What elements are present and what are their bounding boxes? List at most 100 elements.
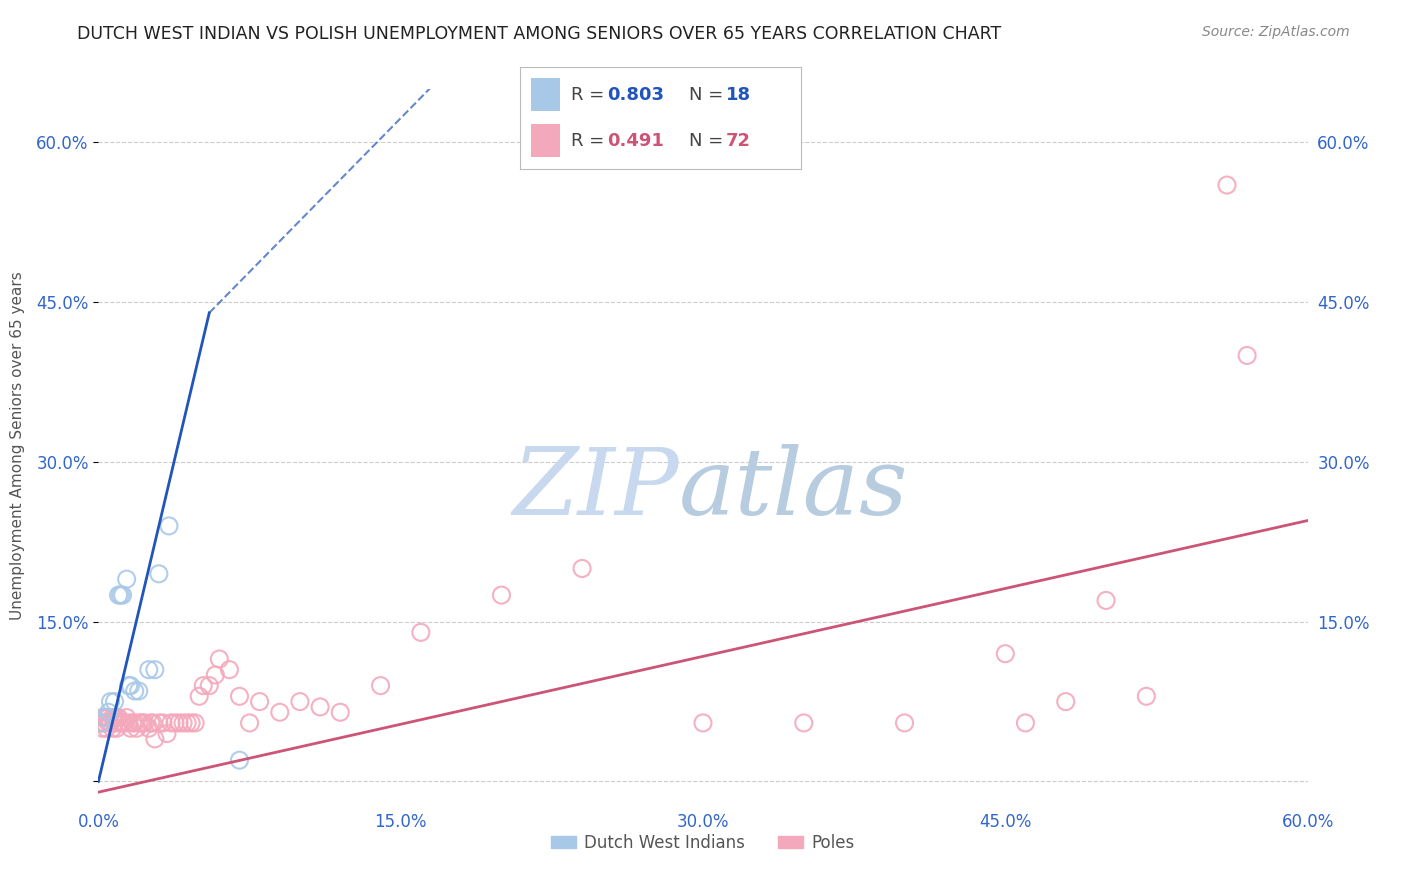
Point: [994, 647, 1017, 661]
Point: [129, 715, 152, 730]
Point: [110, 715, 132, 730]
Text: Source: ZipAtlas.com: Source: ZipAtlas.com: [1202, 25, 1350, 39]
Point: [143, 663, 166, 677]
Point: [120, 679, 142, 693]
Text: DUTCH WEST INDIAN VS POLISH UNEMPLOYMENT AMONG SENIORS OVER 65 YEARS CORRELATION: DUTCH WEST INDIAN VS POLISH UNEMPLOYMENT…: [77, 25, 1001, 43]
Point: [125, 721, 148, 735]
Point: [1095, 593, 1118, 607]
Point: [97, 715, 120, 730]
Point: [193, 679, 215, 693]
Point: [692, 715, 714, 730]
Point: [218, 663, 240, 677]
Point: [249, 695, 271, 709]
Point: [103, 710, 125, 724]
Point: [105, 710, 128, 724]
Bar: [531, 78, 560, 111]
Point: [228, 690, 250, 704]
Point: [103, 715, 125, 730]
Point: [91, 721, 114, 735]
Point: [409, 625, 432, 640]
Point: [105, 721, 128, 735]
Point: [204, 668, 226, 682]
Text: atlas: atlas: [679, 444, 908, 533]
Text: 18: 18: [725, 86, 751, 103]
Point: [114, 715, 136, 730]
Point: [1236, 349, 1258, 363]
Point: [93, 710, 115, 724]
Point: [100, 715, 122, 730]
Point: [107, 588, 129, 602]
Point: [148, 715, 170, 730]
Point: [1135, 690, 1157, 704]
Point: [101, 710, 124, 724]
Legend: Dutch West Indians, Poles: Dutch West Indians, Poles: [544, 828, 862, 859]
Point: [163, 715, 186, 730]
Point: [139, 715, 162, 730]
Point: [309, 700, 332, 714]
Point: [198, 679, 221, 693]
Point: [188, 690, 211, 704]
Point: [172, 715, 194, 730]
Point: [97, 706, 120, 720]
Point: [115, 572, 138, 586]
Y-axis label: Unemployment Among Seniors over 65 years: Unemployment Among Seniors over 65 years: [10, 272, 25, 620]
Point: [239, 715, 262, 730]
Point: [93, 710, 115, 724]
Point: [370, 679, 392, 693]
Point: [97, 710, 120, 724]
Bar: [531, 124, 560, 157]
Point: [180, 715, 202, 730]
Point: [893, 715, 915, 730]
Text: N =: N =: [689, 132, 728, 150]
Point: [101, 721, 124, 735]
Point: [1014, 715, 1036, 730]
Point: [134, 715, 156, 730]
Point: [93, 715, 115, 730]
Point: [288, 695, 311, 709]
Point: [1216, 178, 1239, 192]
Text: 0.491: 0.491: [607, 132, 664, 150]
Point: [269, 706, 291, 720]
Point: [100, 695, 122, 709]
Point: [111, 715, 134, 730]
Point: [124, 684, 146, 698]
Point: [148, 566, 170, 581]
Point: [208, 652, 231, 666]
Point: [91, 710, 114, 724]
Point: [228, 753, 250, 767]
Point: [115, 710, 138, 724]
Point: [156, 726, 179, 740]
Point: [184, 715, 207, 730]
Point: [152, 715, 174, 730]
Point: [160, 715, 183, 730]
Point: [96, 721, 118, 735]
Point: [107, 715, 129, 730]
Point: [111, 588, 134, 602]
Point: [91, 715, 114, 730]
Point: [107, 710, 129, 724]
Point: [176, 715, 198, 730]
Text: N =: N =: [689, 86, 728, 103]
Point: [142, 715, 165, 730]
Text: ZIP: ZIP: [512, 444, 679, 533]
Point: [96, 710, 118, 724]
Point: [128, 715, 150, 730]
Point: [143, 731, 166, 746]
Point: [138, 663, 160, 677]
Point: [103, 695, 125, 709]
Text: 0.803: 0.803: [607, 86, 665, 103]
Point: [1054, 695, 1077, 709]
Point: [491, 588, 513, 602]
Point: [124, 715, 146, 730]
Point: [571, 561, 593, 575]
Point: [89, 715, 111, 730]
Point: [138, 721, 160, 735]
Text: 72: 72: [725, 132, 751, 150]
Point: [128, 684, 150, 698]
Point: [132, 715, 155, 730]
Text: R =: R =: [571, 86, 610, 103]
Point: [120, 721, 142, 735]
Point: [118, 679, 141, 693]
Point: [167, 715, 190, 730]
Point: [329, 706, 352, 720]
